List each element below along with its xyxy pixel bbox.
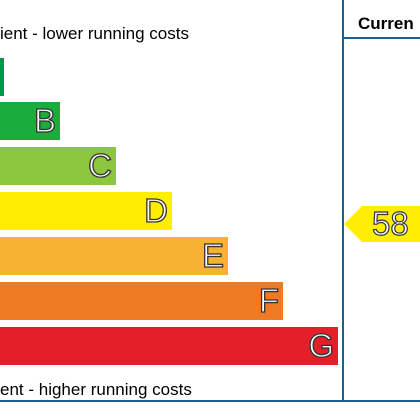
bottom-border — [0, 400, 420, 402]
band-letter: C — [88, 147, 113, 184]
rating-band-a — [0, 58, 4, 96]
current-rating-value: 58 — [371, 205, 409, 242]
band-letter: D — [144, 192, 169, 229]
rating-band-e: E — [0, 237, 228, 275]
rating-band-d: D — [0, 192, 172, 230]
rating-band-b: B — [0, 102, 60, 140]
rating-band-g: G — [0, 327, 338, 365]
divider-line — [342, 0, 344, 400]
rating-band-c: C — [0, 147, 116, 185]
band-letter: F — [258, 282, 279, 319]
header-underline — [342, 37, 420, 39]
current-column-header: Curren — [358, 14, 414, 33]
band-letter: B — [33, 102, 56, 139]
top-caption: ient - lower running costs — [0, 24, 189, 43]
bottom-caption: ent - higher running costs — [0, 380, 192, 399]
rating-band-f: F — [0, 282, 283, 320]
current-rating-arrow: 58 — [344, 205, 420, 242]
band-letter: G — [308, 327, 335, 364]
band-letter: E — [201, 237, 224, 274]
